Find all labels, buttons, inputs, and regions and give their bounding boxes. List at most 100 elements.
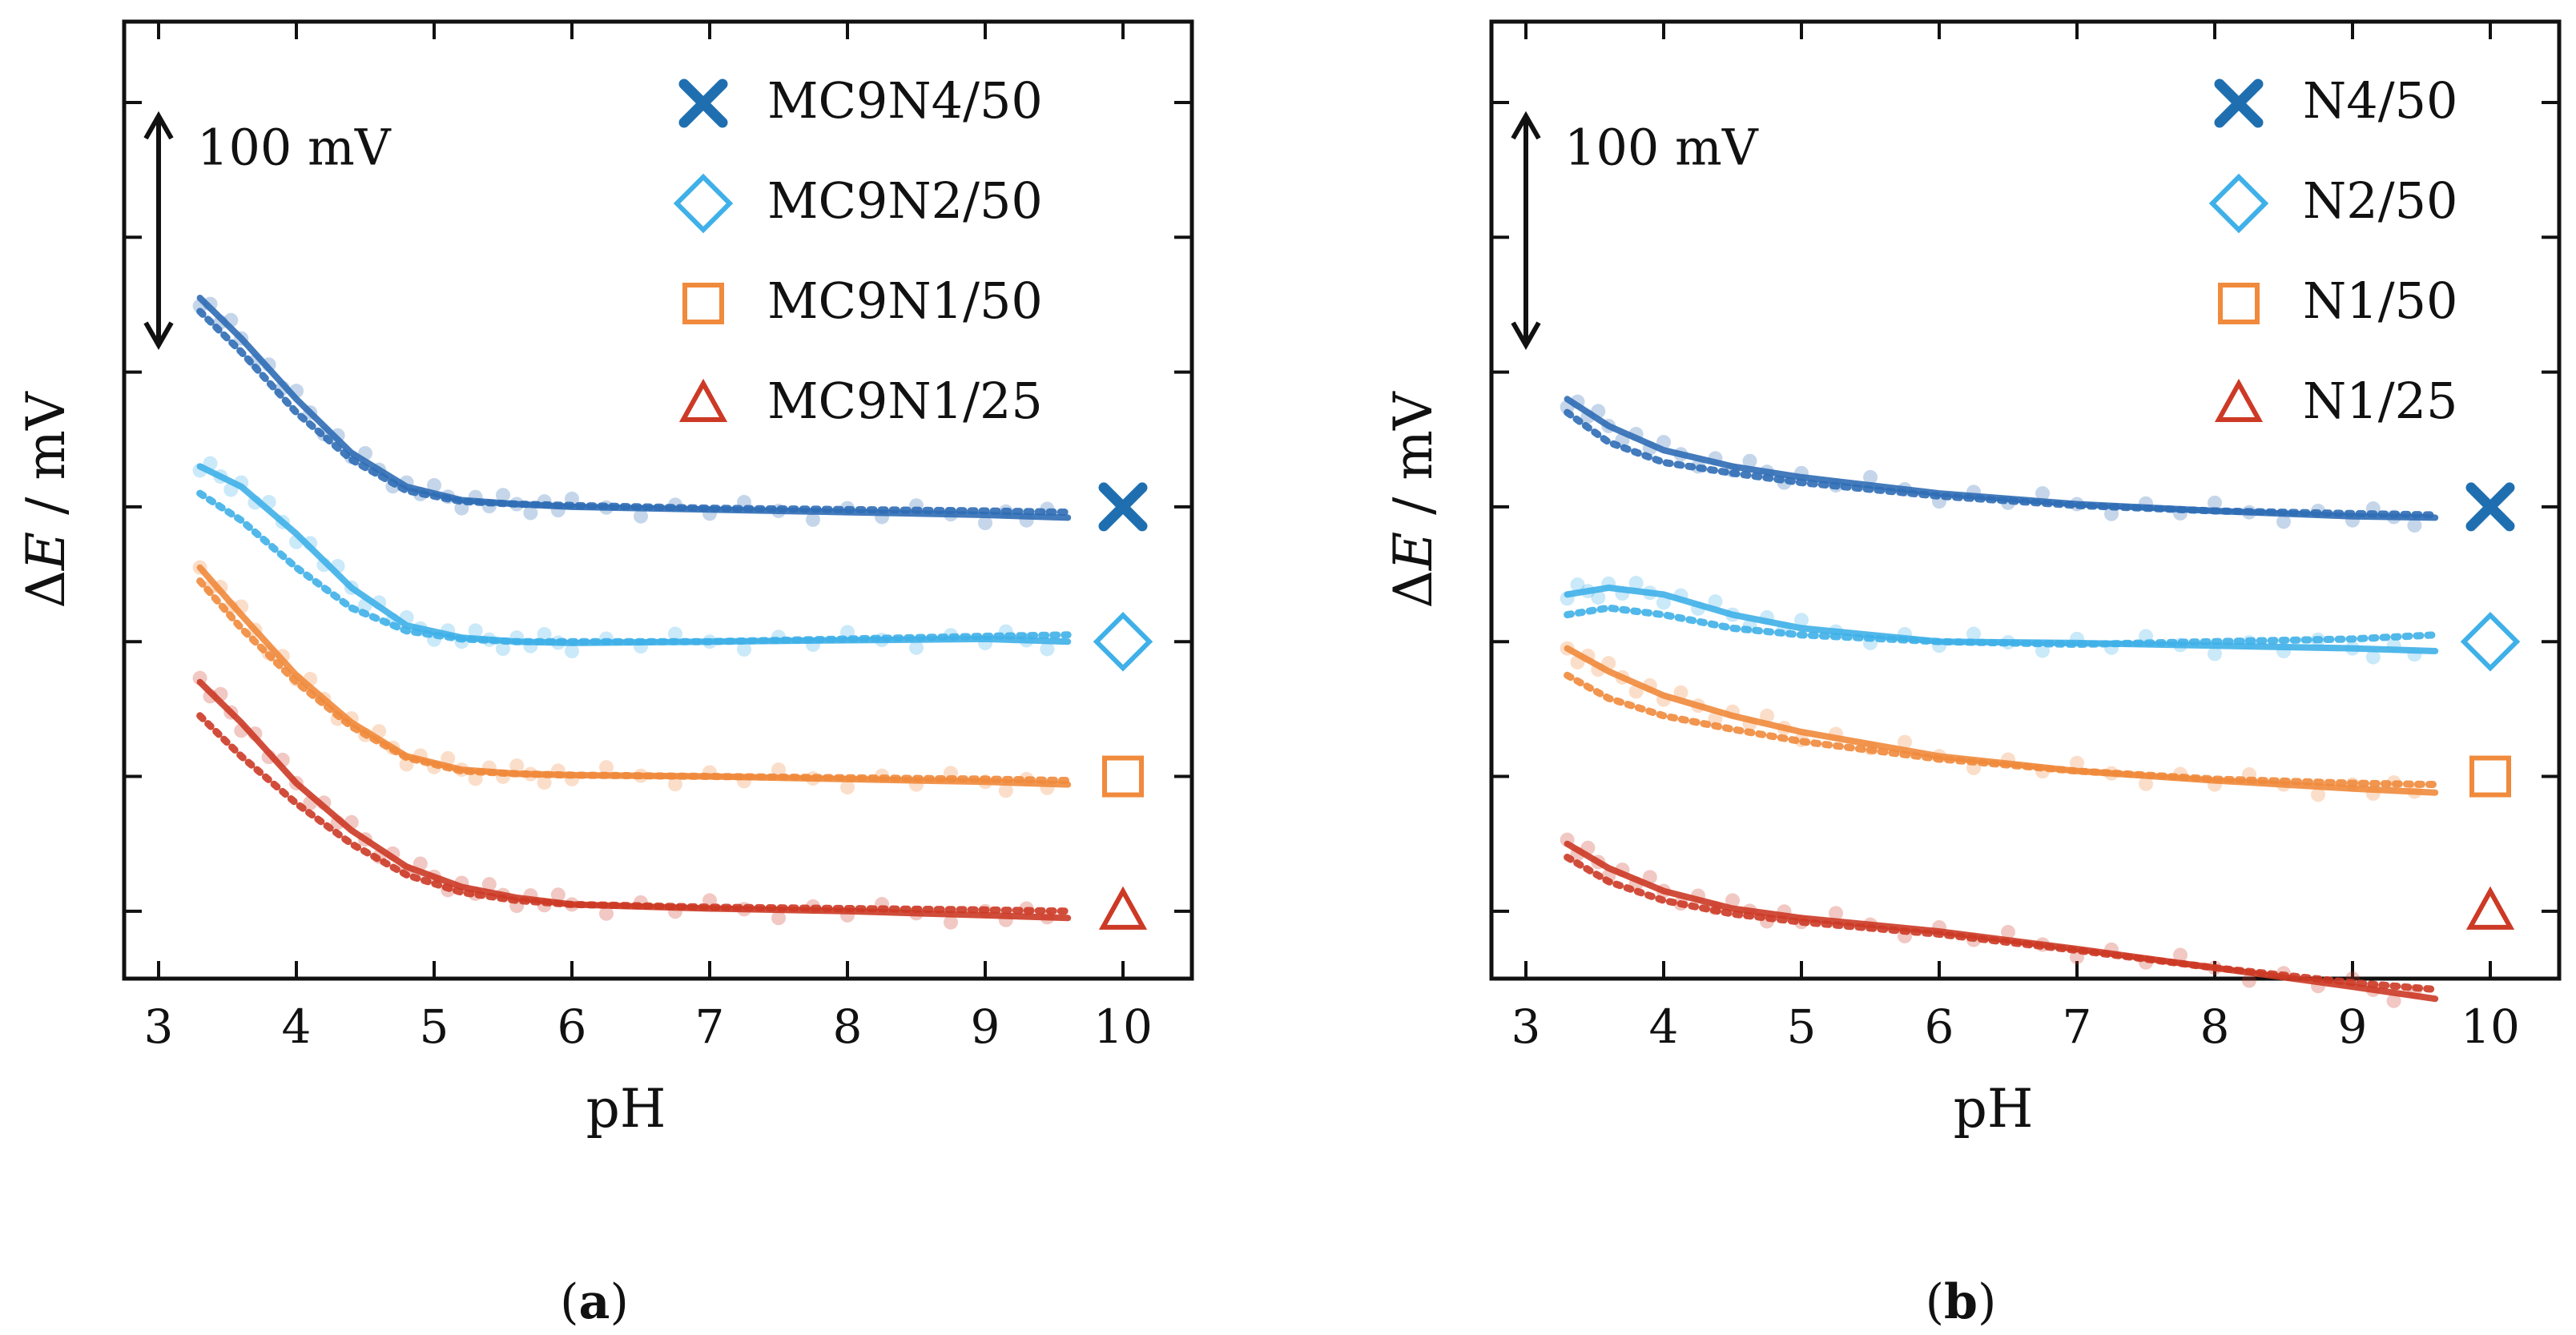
caption-a: (a)	[560, 1274, 629, 1330]
data-point	[599, 906, 614, 921]
data-point	[1794, 613, 1809, 628]
data-point	[840, 780, 855, 794]
legend-marker-triangle	[678, 378, 728, 422]
legend-label: N1/25	[2303, 372, 2457, 430]
x-tick-label: 5	[1787, 999, 1817, 1054]
data-point	[2139, 776, 2153, 791]
y-axis-label-delta: Δ	[1383, 570, 1444, 609]
y-axis-label: ΔE / mV	[1383, 391, 1444, 609]
scale-bar-arrow-up	[1511, 111, 1541, 140]
data-point	[2173, 947, 2188, 963]
data-point	[998, 783, 1013, 798]
plot-frame	[1489, 19, 2562, 981]
data-point	[978, 516, 992, 531]
x-axis-label: pH	[1954, 1078, 2034, 1140]
series-line	[196, 678, 1072, 922]
data-point	[2386, 993, 2401, 1008]
series-mc9n1-50: MC9N1/50	[192, 271, 1144, 798]
legend-label: N4/50	[2303, 71, 2457, 130]
scale-bar-label: 100 mV	[1564, 118, 1759, 176]
y-axis-label: ΔE / mV	[15, 391, 77, 609]
legend-label: MC9N1/50	[767, 271, 1043, 330]
caption-a-letter: a	[579, 1274, 610, 1330]
end-marker-cross	[1098, 482, 1148, 532]
scale-bar-arrow-down	[143, 321, 174, 350]
legend-label: MC9N4/50	[767, 71, 1043, 130]
dotted-fit-line	[1564, 671, 2439, 789]
data-point	[634, 509, 648, 524]
series-mc9n2-50: MC9N2/50	[192, 171, 1153, 672]
data-point	[1656, 595, 1671, 610]
data-point	[509, 758, 525, 774]
data-point	[496, 488, 510, 503]
legend-marker-cross	[2214, 78, 2264, 128]
dotted-fit-line	[1564, 604, 2439, 649]
y-axis-label-delta: Δ	[15, 570, 77, 609]
data-point	[2407, 518, 2422, 533]
series-line	[1564, 645, 2439, 796]
plot-frame	[122, 19, 1194, 981]
data-point	[1628, 576, 1644, 591]
data-point	[481, 877, 497, 892]
data-point	[496, 641, 510, 657]
x-tick-label: 8	[833, 999, 863, 1054]
dotted-fit-line	[1564, 854, 2439, 993]
scale-bar-arrow-down	[1511, 321, 1541, 350]
data-point	[806, 512, 820, 527]
end-marker-triangle	[1098, 886, 1148, 930]
y-axis-label-var: E	[15, 532, 77, 571]
x-tick-label: 5	[420, 999, 449, 1054]
series-n1-50: N1/50	[1560, 271, 2511, 802]
data-point	[944, 915, 958, 930]
data-point	[668, 626, 682, 641]
data-point	[1570, 577, 1585, 593]
legend-label: MC9N1/25	[767, 372, 1043, 430]
series-line	[1564, 396, 2439, 521]
caption-a-close: )	[610, 1274, 628, 1330]
y-axis-label-unit: / mV	[15, 391, 77, 532]
x-tick-label: 7	[2063, 999, 2092, 1054]
legend-label: N1/50	[2303, 271, 2457, 330]
data-point	[909, 640, 924, 655]
data-point	[468, 623, 483, 638]
x-tick-label: 6	[557, 999, 587, 1054]
data-point	[2001, 924, 2015, 939]
y-axis-label-var: E	[1383, 532, 1444, 571]
y-axis-label-unit: / mV	[1383, 391, 1444, 532]
data-point	[2035, 486, 2050, 501]
data-point	[599, 760, 614, 775]
x-tick-label: 8	[2200, 999, 2230, 1054]
data-point	[1673, 685, 1688, 700]
series-mc9n4-50: MC9N4/50	[192, 71, 1148, 532]
caption-b-letter: b	[1944, 1274, 1978, 1330]
x-tick-label: 10	[1093, 999, 1153, 1054]
series-mc9n1-25: MC9N1/25	[192, 372, 1148, 930]
data-point	[1708, 594, 1723, 609]
dotted-fit-line	[196, 577, 1072, 785]
data-point	[2276, 514, 2291, 529]
caption-b-open: (	[1926, 1274, 1944, 1330]
end-marker-triangle	[2465, 886, 2515, 930]
panel-b: 3 4 5 6 7 8 9 10 pH ΔE / mV 100 mV N4/50 N2/50 N1/50 N…	[1383, 19, 2562, 1140]
data-point	[523, 505, 538, 521]
end-marker-diamond	[2460, 611, 2521, 672]
x-tick-label: 4	[1649, 999, 1679, 1054]
series-line	[196, 295, 1072, 521]
data-point	[2365, 649, 2381, 665]
data-point	[1898, 734, 1912, 750]
legend-label: MC9N2/50	[767, 171, 1043, 230]
x-tick-label: 4	[282, 999, 312, 1054]
end-marker-cross	[2465, 482, 2515, 532]
series-line	[196, 564, 1072, 788]
data-point	[2208, 646, 2222, 661]
caption-a-open: (	[560, 1274, 578, 1330]
caption-b-close: )	[1978, 1274, 1996, 1330]
x-tick-label: 3	[1511, 999, 1541, 1054]
legend-marker-cross	[678, 78, 728, 128]
series-line	[196, 463, 1072, 646]
x-tick-label: 9	[971, 999, 1000, 1054]
data-point	[737, 641, 751, 657]
data-point	[1760, 708, 1774, 723]
data-point	[1725, 893, 1740, 908]
